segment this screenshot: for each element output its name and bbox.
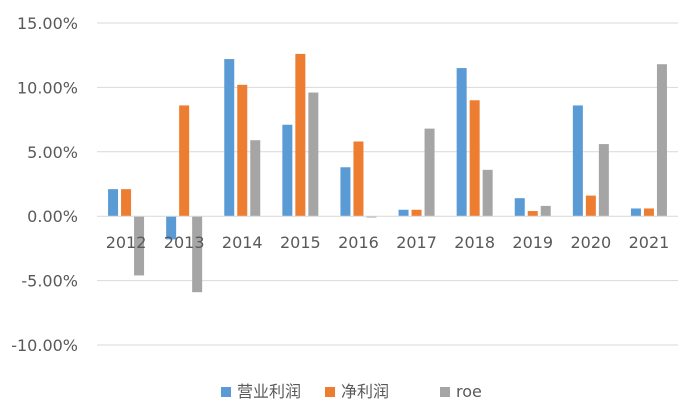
bar-净利润-2014 bbox=[237, 84, 248, 217]
legend-label: 营业利润 bbox=[237, 382, 301, 401]
bar-营业利润-2019 bbox=[514, 198, 525, 217]
bar-营业利润-2014 bbox=[224, 59, 235, 217]
y-tick-label: 5.00% bbox=[27, 143, 78, 162]
legend-swatch bbox=[221, 387, 231, 397]
bar-净利润-2016 bbox=[353, 141, 364, 217]
x-tick-label: 2020 bbox=[570, 233, 611, 252]
bar-净利润-2019 bbox=[527, 211, 538, 217]
bar-营业利润-2021 bbox=[630, 208, 641, 217]
bar-净利润-2012 bbox=[121, 189, 132, 217]
legend-swatch bbox=[325, 387, 335, 397]
bar-营业利润-2013 bbox=[166, 216, 177, 240]
x-axis: 2012 2013 2014 2015 2016 2017 2018 2019 2020 2021 bbox=[106, 233, 670, 252]
bar-roe-2014 bbox=[250, 140, 261, 217]
x-tick-label: 2017 bbox=[396, 233, 437, 252]
x-tick-label: 2018 bbox=[454, 233, 495, 252]
y-tick-label: 10.00% bbox=[17, 78, 78, 97]
legend-label: 净利润 bbox=[341, 382, 389, 401]
y-tick-label: -5.00% bbox=[21, 272, 78, 291]
bar-roe-2013 bbox=[192, 216, 203, 293]
bars bbox=[108, 53, 667, 293]
bar-营业利润-2017 bbox=[398, 209, 409, 217]
bar-roe-2020 bbox=[598, 144, 609, 217]
bar-净利润-2017 bbox=[411, 209, 422, 217]
bar-营业利润-2020 bbox=[572, 105, 583, 217]
bar-净利润-2013 bbox=[179, 105, 190, 217]
bar-营业利润-2016 bbox=[340, 167, 351, 217]
x-tick-label: 2012 bbox=[106, 233, 147, 252]
bar-roe-2016 bbox=[366, 216, 377, 218]
y-axis: 15.00% 10.00% 5.00% 0.00% -5.00% -10.00% bbox=[11, 14, 78, 355]
bar-roe-2019 bbox=[540, 205, 551, 217]
legend-swatch bbox=[440, 387, 450, 397]
y-tick-label: 0.00% bbox=[27, 207, 78, 226]
bar-净利润-2020 bbox=[585, 195, 596, 217]
y-tick-label: 15.00% bbox=[17, 14, 78, 33]
bar-净利润-2015 bbox=[295, 53, 306, 217]
x-tick-label: 2019 bbox=[512, 233, 553, 252]
x-tick-label: 2014 bbox=[222, 233, 263, 252]
x-tick-label: 2013 bbox=[164, 233, 205, 252]
x-tick-label: 2021 bbox=[629, 233, 670, 252]
bar-营业利润-2018 bbox=[456, 68, 467, 217]
bar-roe-2021 bbox=[656, 64, 667, 217]
bar-roe-2015 bbox=[308, 92, 319, 217]
bar-roe-2012 bbox=[134, 216, 145, 276]
y-tick-label: -10.00% bbox=[11, 336, 78, 355]
bar-roe-2018 bbox=[482, 169, 493, 217]
legend-label: roe bbox=[456, 382, 482, 401]
x-tick-label: 2015 bbox=[280, 233, 321, 252]
bar-营业利润-2015 bbox=[282, 124, 293, 217]
bar-净利润-2021 bbox=[643, 208, 654, 217]
bar-营业利润-2012 bbox=[108, 189, 119, 217]
legend: 营业利润 净利润 roe bbox=[221, 382, 482, 401]
x-tick-label: 2016 bbox=[338, 233, 379, 252]
bar-净利润-2018 bbox=[469, 100, 480, 217]
bar-roe-2017 bbox=[424, 128, 435, 217]
